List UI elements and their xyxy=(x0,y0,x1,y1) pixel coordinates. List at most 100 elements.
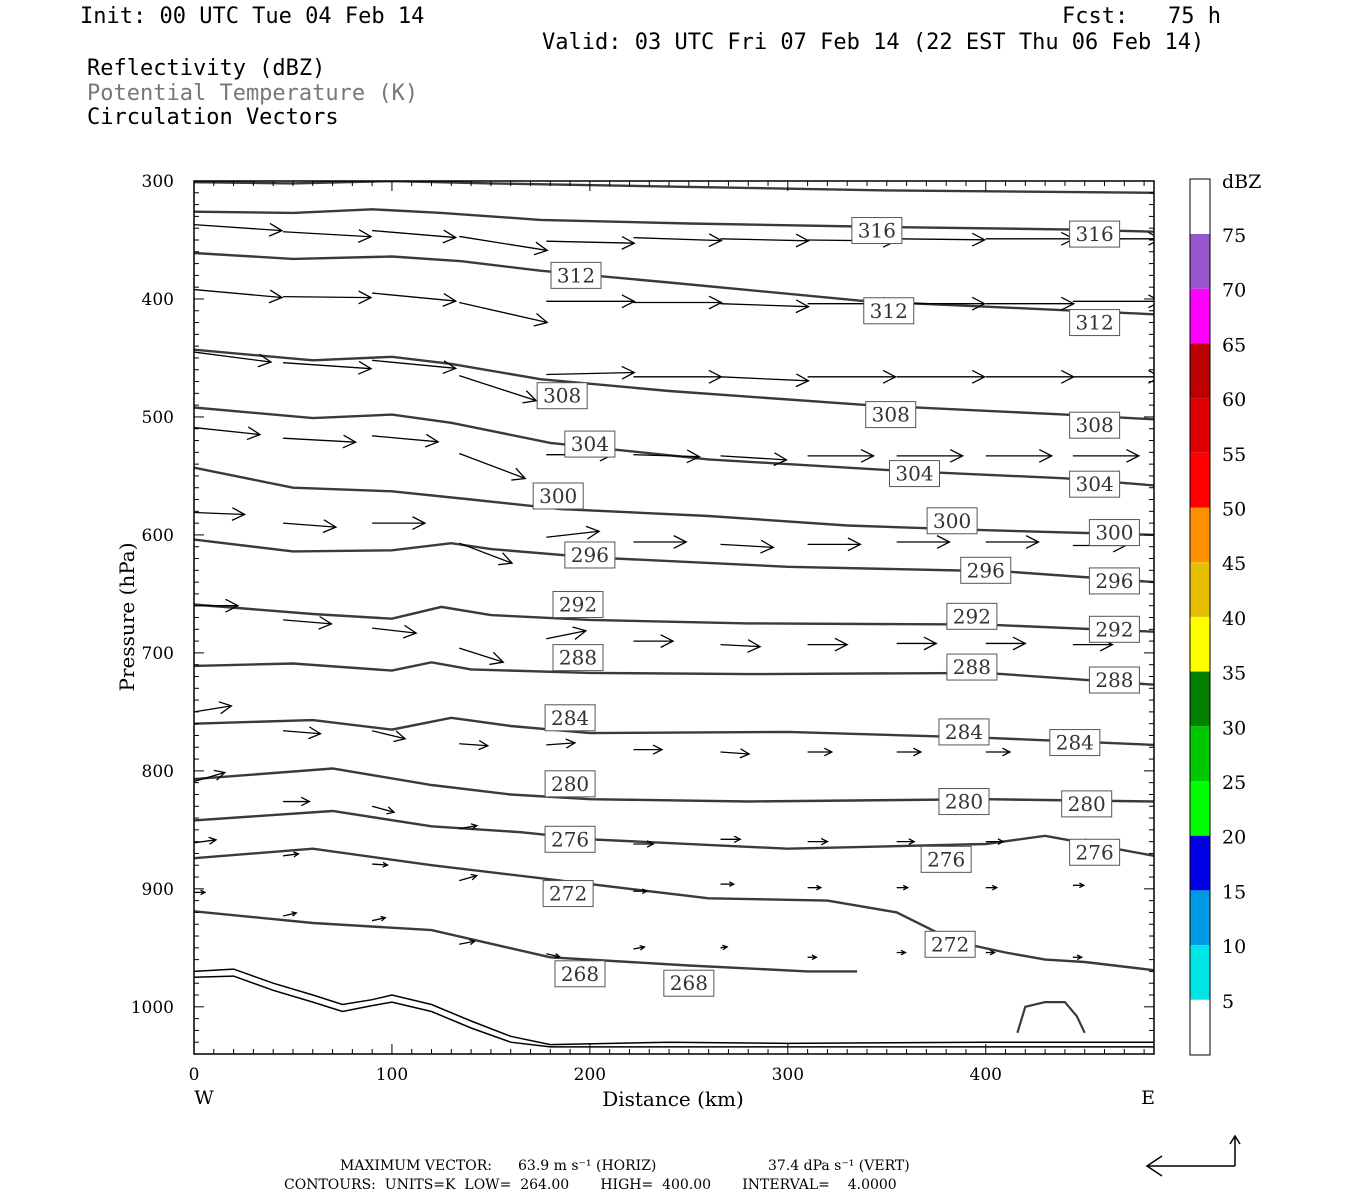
colorbar-segment xyxy=(1190,288,1210,344)
colorbar-segment xyxy=(1190,671,1210,727)
contour-label: 280 xyxy=(551,772,589,796)
contour-label: 288 xyxy=(1095,668,1133,692)
wind-vector-head xyxy=(218,701,233,715)
x-axis-east-label: E xyxy=(1141,1087,1155,1109)
contour-line-4 xyxy=(194,406,1154,487)
wind-vector-head xyxy=(357,229,373,243)
colorbar-segment xyxy=(1190,616,1210,672)
contour-label-box xyxy=(544,825,596,853)
x-tick-label: 0 xyxy=(189,1065,200,1085)
wind-vector-head xyxy=(386,806,396,815)
wind-vector-head xyxy=(585,525,601,540)
wind-vector-head xyxy=(641,888,649,895)
contour-label: 272 xyxy=(931,932,969,956)
wind-vector xyxy=(283,730,321,735)
wind-vector xyxy=(371,730,406,740)
colorbar-segment xyxy=(1190,781,1210,836)
contour-label: 312 xyxy=(870,299,908,323)
y-tick-label: 900 xyxy=(142,880,174,900)
contour-label: 280 xyxy=(1068,792,1106,816)
contour-label: 280 xyxy=(945,790,983,814)
contour-label-box xyxy=(1069,309,1121,337)
wind-vector-head xyxy=(773,452,788,467)
wind-vector-head xyxy=(293,851,300,858)
wind-vector xyxy=(720,238,809,242)
contour-label: 308 xyxy=(543,384,581,408)
wind-vector-head xyxy=(816,884,823,891)
wind-vector-head xyxy=(860,448,876,463)
field-circulation-vectors: Circulation Vectors xyxy=(87,105,339,130)
contour-label-box xyxy=(564,430,616,458)
colorbar-level-label: 75 xyxy=(1222,225,1246,247)
wind-vector-head xyxy=(902,884,910,891)
colorbar-segment xyxy=(1190,234,1210,289)
wind-vector xyxy=(546,630,587,640)
contour-label-box xyxy=(924,930,976,958)
contour-label-box xyxy=(863,297,915,325)
wind-vector-head xyxy=(652,744,664,755)
wind-vector xyxy=(282,912,297,917)
wind-vector xyxy=(459,874,478,882)
colorbar-segment xyxy=(1190,452,1210,508)
wind-vector xyxy=(720,543,774,549)
contour-label: 268 xyxy=(561,962,599,986)
wind-vector-head xyxy=(380,915,387,922)
max-vector-vert: 37.4 dPa s⁻¹ (VERT) xyxy=(768,1158,910,1174)
wind-vector-head xyxy=(621,294,636,309)
wind-vector-head xyxy=(728,881,736,887)
wind-vector xyxy=(720,751,750,755)
wind-vector-head xyxy=(442,293,458,307)
wind-vector-head xyxy=(533,313,549,327)
surface-line-0 xyxy=(194,968,1154,1046)
wind-vector-head xyxy=(1076,954,1084,961)
wind-vector-head xyxy=(708,295,723,310)
wind-vector-head xyxy=(470,873,479,881)
contour-label-box xyxy=(1088,567,1140,595)
wind-vector-head xyxy=(936,535,951,549)
wind-vector-head xyxy=(908,838,916,846)
wind-vector-head xyxy=(971,296,987,311)
contour-line-2 xyxy=(194,251,1154,316)
y-tick-label: 400 xyxy=(142,290,174,310)
colorbar-segment xyxy=(1190,890,1210,946)
wind-vector-head xyxy=(971,369,987,384)
valid-time: Valid: 03 UTC Fri 07 Feb 14 (22 EST Thu … xyxy=(542,30,1205,55)
contour-label-box xyxy=(554,960,606,988)
wind-vector xyxy=(372,627,417,634)
contour-line-8 xyxy=(194,661,1154,686)
wind-vector-head xyxy=(225,598,240,613)
contour-label: 292 xyxy=(1095,617,1133,641)
contour-label-box xyxy=(544,704,596,732)
contour-label-box xyxy=(550,261,602,289)
contour-label: 284 xyxy=(1056,731,1094,755)
wind-vector-head xyxy=(660,634,675,648)
wind-vector xyxy=(372,292,456,302)
contour-label: 300 xyxy=(539,484,577,508)
colorbar-level-label: 5 xyxy=(1222,991,1234,1013)
wind-vector xyxy=(372,863,388,866)
wind-vector xyxy=(459,647,504,663)
y-axis-label: Pressure (hPa) xyxy=(115,543,139,692)
wind-vector xyxy=(372,917,386,922)
contour-label: 312 xyxy=(557,263,595,287)
wind-vector-head xyxy=(358,290,373,305)
wind-vector-head xyxy=(1038,448,1054,463)
contour-label: 316 xyxy=(858,219,896,243)
wind-vector-head xyxy=(213,769,227,781)
wind-vector-head xyxy=(847,537,862,552)
wind-vector-head xyxy=(442,360,458,375)
wind-vector xyxy=(372,359,456,369)
wind-vector-head xyxy=(393,730,407,743)
wind-vector xyxy=(283,295,372,299)
y-tick-label: 800 xyxy=(142,762,174,782)
wind-vector xyxy=(633,236,722,242)
colorbar-level-label: 20 xyxy=(1222,827,1246,849)
wind-vector-head xyxy=(511,467,527,481)
contour-label-box xyxy=(851,217,903,245)
x-axis-west-label: W xyxy=(194,1087,214,1109)
contour-line-5 xyxy=(194,466,1154,537)
colorbar-segment xyxy=(1190,562,1210,617)
wind-vector-head xyxy=(1012,636,1027,651)
